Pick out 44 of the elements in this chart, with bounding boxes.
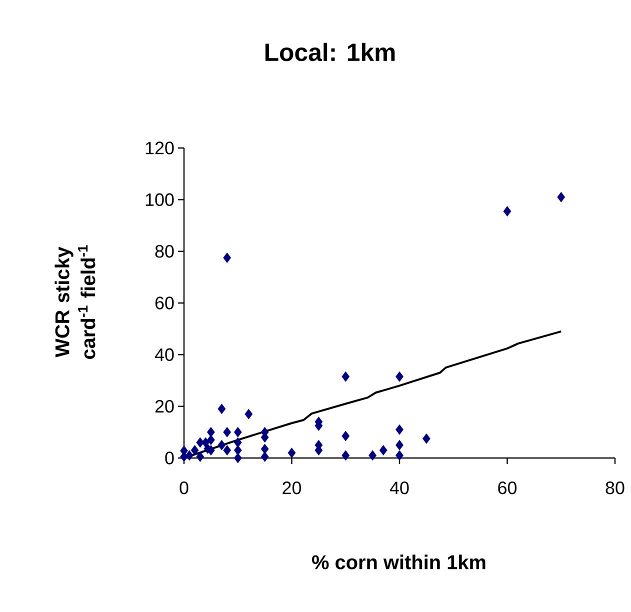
point [196,452,204,462]
point [342,450,350,461]
point [223,426,232,438]
point [342,371,350,382]
point [260,444,269,454]
point [223,445,232,456]
point [234,437,242,448]
point [379,445,388,456]
point [422,433,430,444]
point [223,252,232,263]
point [234,426,242,438]
x-tick-label: 60 [498,482,517,494]
point [190,445,199,456]
point [396,450,404,461]
x-tick-label: 0 [180,482,188,494]
point [557,192,566,202]
y-tick-label: 0 [165,452,174,464]
x-tick-label: 40 [390,482,409,494]
point [206,434,215,446]
point [234,452,242,464]
point [396,424,404,435]
point [396,371,404,382]
y-tick-label: 40 [154,348,174,362]
point [218,440,226,450]
point [218,404,226,414]
y-tick-label: 80 [155,244,174,258]
point [260,452,269,462]
point [396,440,404,450]
y-tick-label: 60 [155,296,174,310]
x-tick-label: 80 [606,482,624,494]
x-tick-label: 20 [282,482,302,494]
point [288,448,296,458]
point [244,408,253,420]
y-tick-label: 120 [146,142,174,154]
point [368,450,377,461]
point [503,206,512,216]
point [342,430,350,442]
point [234,445,242,456]
chart-title: Local: 1km [265,42,395,62]
point [185,450,194,461]
x-axis-title: % corn within 1km [312,554,486,570]
point [206,426,215,438]
y-tick-label: 20 [155,400,174,413]
y-tick-label: 100 [146,193,174,206]
